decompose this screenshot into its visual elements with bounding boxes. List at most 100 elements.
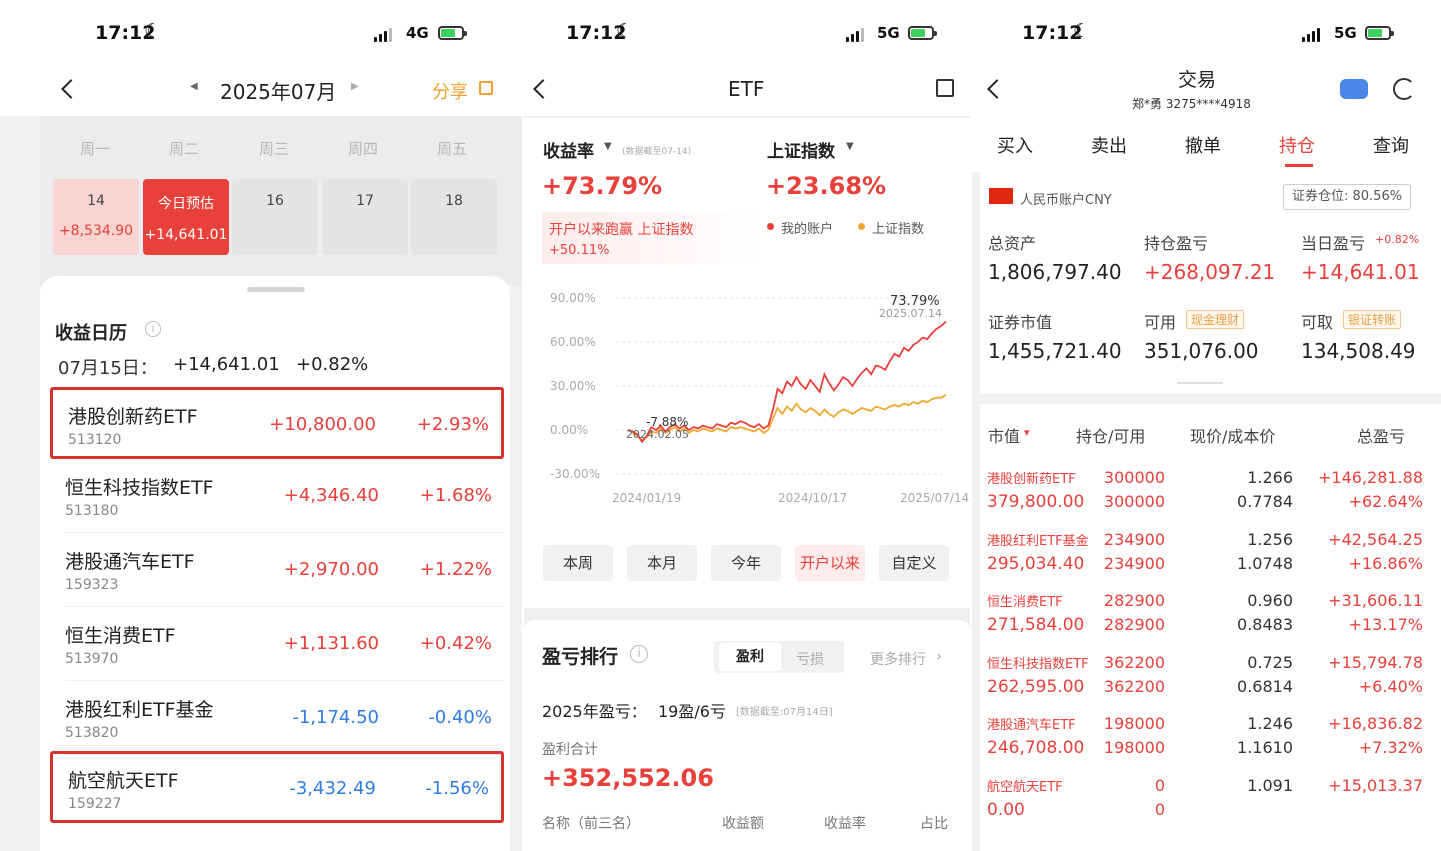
holding-row[interactable]: 港股创新药ETF 379,800.00 300000 300000 1.266 0.778… — [980, 462, 1441, 524]
y-tick-label: -30.00% — [550, 467, 600, 481]
back-icon[interactable] — [533, 79, 553, 99]
earnings-calendar-screen: 17:12 ☾ 4G ◀ 2025年07月 ▶ 分享 周一 周二 周三 周四 周… — [0, 0, 522, 851]
range-button[interactable]: 自定义 — [879, 545, 949, 581]
calendar-day[interactable]: 16 — [232, 179, 318, 255]
yield-card — [524, 118, 970, 608]
calendar-day-today[interactable]: 今日预估 +14,641.01 — [143, 179, 229, 255]
range-button[interactable]: 今年 — [711, 545, 781, 581]
etf-code: 159323 — [65, 577, 119, 593]
trading-screen: 17:12 ☾ 5G 交易 郑*勇 3275****4918 买入 卖出 撤单 … — [972, 0, 1441, 851]
cash-management-tag[interactable]: 现金理财 — [1186, 310, 1245, 329]
more-ranking-link[interactable]: 更多排行 — [870, 652, 926, 668]
holding-row[interactable]: 港股通汽车ETF 246,708.00 198000 198000 1.246 1.161… — [980, 708, 1441, 770]
sort-down-icon[interactable]: ▾ — [1024, 426, 1030, 439]
info-icon[interactable]: i — [145, 321, 161, 337]
day-value: +14,641.01 — [144, 227, 228, 243]
ranking-title: 盈亏排行 — [542, 646, 619, 668]
holding-pl-percent: +62.64% — [1348, 492, 1423, 511]
page-indicator — [1177, 382, 1223, 384]
back-icon[interactable] — [987, 79, 1007, 99]
available-value: 351,076.00 — [1144, 339, 1259, 363]
day-pl-percent: +0.82% — [1375, 233, 1420, 246]
tab-sell[interactable]: 卖出 — [1091, 136, 1127, 157]
holding-available: 282900 — [1103, 615, 1165, 634]
tab-cancel[interactable]: 撤单 — [1185, 136, 1221, 157]
account-id[interactable]: 郑*勇 3275****4918 — [1132, 97, 1251, 111]
chevron-right-icon[interactable]: › — [936, 647, 942, 665]
etf-name: 港股通汽车ETF — [65, 551, 195, 573]
index-value: +23.68% — [766, 172, 887, 200]
column-header-pl[interactable]: 总盈亏 — [1357, 427, 1406, 446]
tab-query[interactable]: 查询 — [1373, 136, 1409, 157]
network-label: 5G — [1334, 24, 1357, 42]
market-value-label: 证券市值 — [988, 313, 1053, 332]
holding-row[interactable]: 航空航天ETF 0.00 0 0 1.091 +15,013.37 — [980, 770, 1441, 832]
holding-name: 恒生科技指数ETF — [987, 656, 1089, 672]
holding-available: 362200 — [1103, 676, 1165, 696]
bank-transfer-tag[interactable]: 银证转账 — [1343, 310, 1402, 329]
etf-row[interactable]: 航空航天ETF 159227 -3,432.49 -1.56% — [50, 751, 504, 823]
column-header-price[interactable]: 现价/成本价 — [1190, 427, 1276, 446]
refresh-icon[interactable] — [1393, 78, 1415, 100]
weekday-label: 周五 — [437, 140, 468, 158]
dropdown-icon[interactable]: ▼ — [604, 141, 612, 152]
next-month-icon[interactable]: ▶ — [351, 81, 359, 92]
calendar-day[interactable]: 17 — [322, 179, 408, 255]
etf-row[interactable]: 港股创新药ETF 513120 +10,800.00 +2.93% — [50, 387, 504, 459]
holding-pl-percent: +6.40% — [1358, 676, 1423, 696]
back-icon[interactable] — [61, 79, 81, 99]
beat-text: 开户以来跑赢 上证指数 — [549, 222, 694, 238]
share-icon[interactable] — [479, 81, 493, 95]
tab-profit[interactable]: 盈利 — [719, 643, 781, 671]
etf-row[interactable]: 港股通汽车ETF 159323 +2,970.00 +1.22% — [50, 535, 504, 607]
month-title: 2025年07月 — [220, 80, 337, 104]
holding-available: 198000 — [1103, 738, 1165, 757]
network-label: 4G — [406, 24, 429, 42]
range-button[interactable]: 本周 — [543, 545, 613, 581]
range-button[interactable]: 开户以来 — [795, 545, 865, 581]
legend-dot-mine — [767, 223, 774, 230]
holding-cost: 0.8483 — [1237, 615, 1293, 634]
share-button[interactable]: 分享 — [432, 82, 468, 103]
date-label: 07月15日： — [58, 358, 158, 379]
prev-month-icon[interactable]: ◀ — [190, 81, 198, 92]
export-icon[interactable] — [936, 79, 954, 97]
year-summary-label: 2025年盈亏： — [542, 702, 647, 721]
etf-row[interactable]: 港股红利ETF基金 513820 -1,174.50 -0.40% — [50, 683, 504, 755]
holding-pl: +146,281.88 — [1317, 468, 1423, 487]
x-tick-label: 2024/01/19 — [612, 491, 681, 505]
holding-pl: +15,794.78 — [1328, 652, 1423, 672]
profit-total-value: +352,552.06 — [542, 764, 714, 792]
battery-icon — [1365, 26, 1394, 40]
holding-row[interactable]: 恒生科技指数ETF 262,595.00 362200 362200 0.725 0.68… — [980, 647, 1441, 709]
annotation-date: 2025.07.14 — [879, 307, 942, 320]
row-divider — [65, 606, 504, 607]
holding-quantity: 300000 — [1103, 468, 1165, 487]
drag-handle[interactable] — [247, 287, 305, 292]
range-button[interactable]: 本月 — [627, 545, 697, 581]
robot-assistant-icon[interactable] — [1340, 79, 1368, 99]
holding-pl: +16,836.82 — [1328, 714, 1423, 733]
section-title: 收益日历 — [55, 323, 127, 344]
tab-loss[interactable]: 亏损 — [796, 652, 824, 668]
calendar-day[interactable]: 18 — [411, 179, 497, 255]
dropdown-icon[interactable]: ▼ — [846, 141, 854, 152]
holding-price: 1.091 — [1247, 775, 1293, 795]
etf-name: 航空航天ETF — [68, 770, 179, 792]
day-date: 今日预估 — [158, 196, 214, 212]
etf-row[interactable]: 恒生科技指数ETF 513180 +4,346.40 +1.68% — [50, 461, 504, 533]
column-header-mv[interactable]: 市值 — [988, 427, 1021, 446]
holding-row[interactable]: 恒生消费ETF 271,584.00 282900 282900 0.960 0.8483… — [980, 585, 1441, 647]
tab-positions[interactable]: 持仓 — [1279, 136, 1315, 157]
yield-value: +73.79% — [542, 172, 663, 200]
etf-percent: -1.56% — [425, 778, 489, 799]
calendar-day[interactable]: 14 +8,534.90 — [53, 179, 139, 255]
info-icon[interactable]: i — [630, 645, 648, 663]
etf-row[interactable]: 恒生消费ETF 513970 +1,131.60 +0.42% — [50, 609, 504, 681]
active-tab-indicator — [1285, 164, 1313, 167]
tab-buy[interactable]: 买入 — [997, 136, 1033, 157]
holding-row[interactable]: 港股红利ETF基金 295,034.40 234900 234900 1.256 1.07… — [980, 524, 1441, 586]
column-header-hold[interactable]: 持仓/可用 — [1076, 427, 1146, 446]
x-tick-label: 2024/10/17 — [778, 491, 847, 505]
signal-icon — [374, 26, 392, 42]
